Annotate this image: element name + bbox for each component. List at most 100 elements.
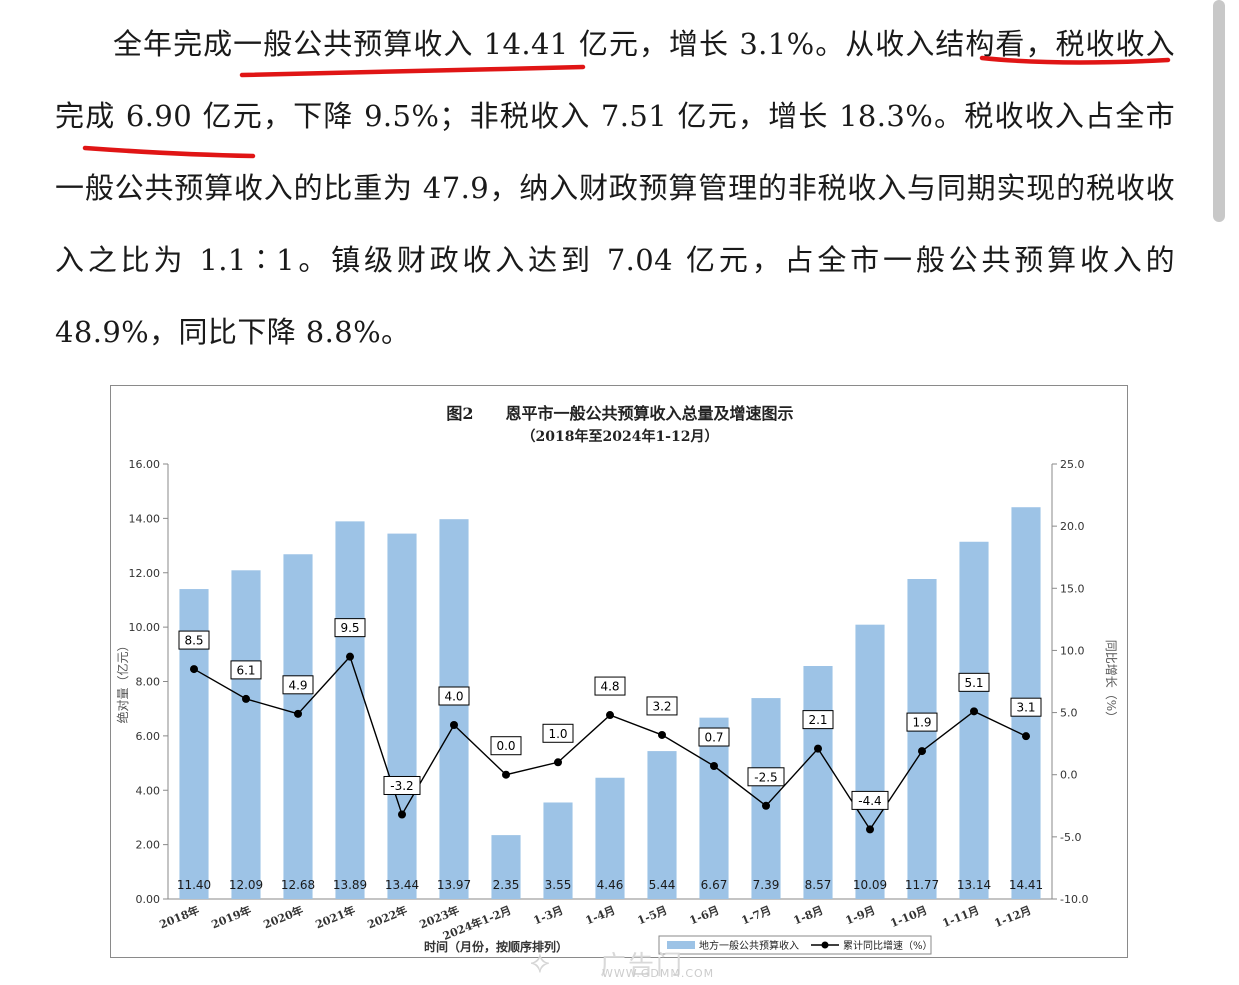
- x-tick-label: 1-12月: [993, 904, 1034, 930]
- legend-bar-label: 地方一般公共预算收入: [699, 939, 799, 952]
- bar-8: [543, 802, 573, 899]
- right-tick-label: -10.0: [1060, 893, 1088, 906]
- growth-label-box: [1010, 697, 1042, 717]
- bar-value-label: 10.09: [853, 878, 887, 892]
- bar-value-label: 14.41: [1009, 878, 1043, 892]
- growth-value-label: 8.5: [184, 634, 203, 648]
- bar-value-label: 7.39: [753, 878, 780, 892]
- right-tick-label: 0.0: [1060, 769, 1078, 782]
- x-tick-label: 1-10月: [889, 904, 930, 930]
- growth-value-label: 3.1: [1016, 701, 1035, 715]
- growth-point-1: [190, 665, 198, 674]
- growth-label-box: [802, 710, 834, 730]
- bar-5: [387, 533, 417, 899]
- left-tick-label: 10.00: [129, 621, 161, 634]
- bar-value-label: 8.57: [805, 878, 832, 892]
- bar-7: [491, 835, 521, 899]
- left-tick-label: 2.00: [136, 839, 161, 852]
- right-tick-label: 15.0: [1060, 582, 1085, 595]
- growth-value-label: -4.4: [858, 794, 881, 808]
- growth-label-box: [851, 790, 889, 810]
- growth-value-label: 4.8: [600, 680, 619, 694]
- bar-16: [959, 541, 989, 899]
- growth-value-label: 5.1: [964, 676, 983, 690]
- y-axis-title: 绝对量（亿元）: [115, 639, 130, 723]
- red-underline-2: [979, 55, 1171, 65]
- growth-point-16: [970, 707, 978, 716]
- bar-value-label: 13.14: [957, 878, 991, 892]
- growth-value-label: 4.9: [288, 678, 307, 692]
- growth-value-label: 3.2: [652, 699, 671, 713]
- growth-label-box: [698, 727, 730, 747]
- left-tick-label: 14.00: [129, 512, 161, 525]
- bar-15: [907, 579, 937, 899]
- left-tick-label: 0.00: [136, 893, 161, 906]
- growth-value-label: 9.5: [340, 621, 359, 635]
- growth-value-label: 1.9: [912, 716, 931, 730]
- x-tick-label: 2018年: [157, 903, 201, 932]
- bar-2: [231, 570, 261, 899]
- legend-bar-swatch: [667, 941, 695, 949]
- bar-9: [595, 777, 625, 899]
- growth-point-15: [918, 747, 926, 756]
- right-tick-label: 5.0: [1060, 707, 1078, 720]
- growth-label-box: [594, 676, 626, 696]
- red-underline-1: [239, 64, 586, 78]
- bar-value-label: 13.97: [437, 878, 471, 892]
- bar-value-label: 5.44: [649, 878, 676, 892]
- bar-value-label: 4.46: [597, 878, 624, 892]
- x-tick-label: 1-7月: [740, 904, 773, 928]
- x-axis-title: 时间（月份，按顺序排列）: [424, 939, 568, 954]
- x-tick-label: 2020年: [261, 903, 305, 932]
- growth-value-label: 0.7: [704, 731, 723, 745]
- growth-point-4: [346, 652, 354, 661]
- x-tick-label: 1-4月: [584, 904, 617, 928]
- growth-point-5: [398, 810, 406, 819]
- bar-value-label: 11.40: [177, 878, 211, 892]
- legend-line-marker: [821, 941, 829, 949]
- legend-line-label: 累计同比增速（%）: [843, 939, 933, 952]
- x-tick-label: 2019年: [209, 903, 253, 932]
- growth-value-label: 6.1: [236, 663, 255, 677]
- growth-point-9: [606, 711, 614, 720]
- right-tick-label: -5.0: [1060, 831, 1081, 844]
- bar-14: [855, 624, 885, 899]
- growth-value-label: 4.0: [444, 690, 463, 704]
- growth-point-11: [710, 762, 718, 771]
- chart-frame: 图2 恩平市一般公共预算收入总量及增速图示 （2018年至2024年1-12月） 0…: [110, 385, 1128, 958]
- growth-point-13: [814, 744, 822, 753]
- scrollbar-thumb[interactable]: [1213, 0, 1225, 222]
- bar-6: [439, 519, 469, 899]
- growth-label-box: [646, 696, 678, 716]
- left-tick-label: 8.00: [136, 676, 161, 689]
- growth-point-3: [294, 709, 302, 718]
- growth-point-7: [502, 770, 510, 779]
- x-tick-label: 1-8月: [792, 904, 825, 928]
- red-underline-annotations: [82, 55, 1171, 159]
- red-underline-3: [82, 145, 256, 159]
- chart-subtitle: （2018年至2024年1-12月）: [522, 428, 719, 445]
- x-tick-label: 1-3月: [532, 904, 565, 928]
- growth-value-label: 0.0: [496, 739, 515, 753]
- bar-value-label: 6.67: [701, 878, 728, 892]
- revenue-growth-chart: 图2 恩平市一般公共预算收入总量及增速图示 （2018年至2024年1-12月） 0…: [115, 404, 1118, 955]
- right-tick-label: 10.0: [1060, 644, 1085, 657]
- x-tick-label: 2021年: [313, 903, 357, 932]
- growth-label-box: [282, 675, 314, 695]
- x-tick-label: 1-9月: [844, 904, 877, 928]
- growth-value-label: -3.2: [390, 779, 413, 793]
- growth-point-12: [762, 801, 770, 810]
- left-tick-label: 12.00: [129, 567, 161, 580]
- growth-label-box: [334, 618, 366, 638]
- growth-point-17: [1022, 732, 1030, 741]
- y2-axis-title: 同比增长（%）: [1104, 640, 1118, 723]
- growth-point-8: [554, 758, 562, 767]
- left-tick-label: 16.00: [129, 458, 161, 471]
- growth-label-box: [230, 660, 262, 680]
- growth-label-box: [178, 630, 210, 650]
- left-tick-label: 4.00: [136, 784, 161, 797]
- legend-box: [658, 935, 932, 955]
- growth-point-14: [866, 825, 874, 834]
- bar-value-label: 12.09: [229, 878, 263, 892]
- bar-value-label: 2.35: [493, 878, 520, 892]
